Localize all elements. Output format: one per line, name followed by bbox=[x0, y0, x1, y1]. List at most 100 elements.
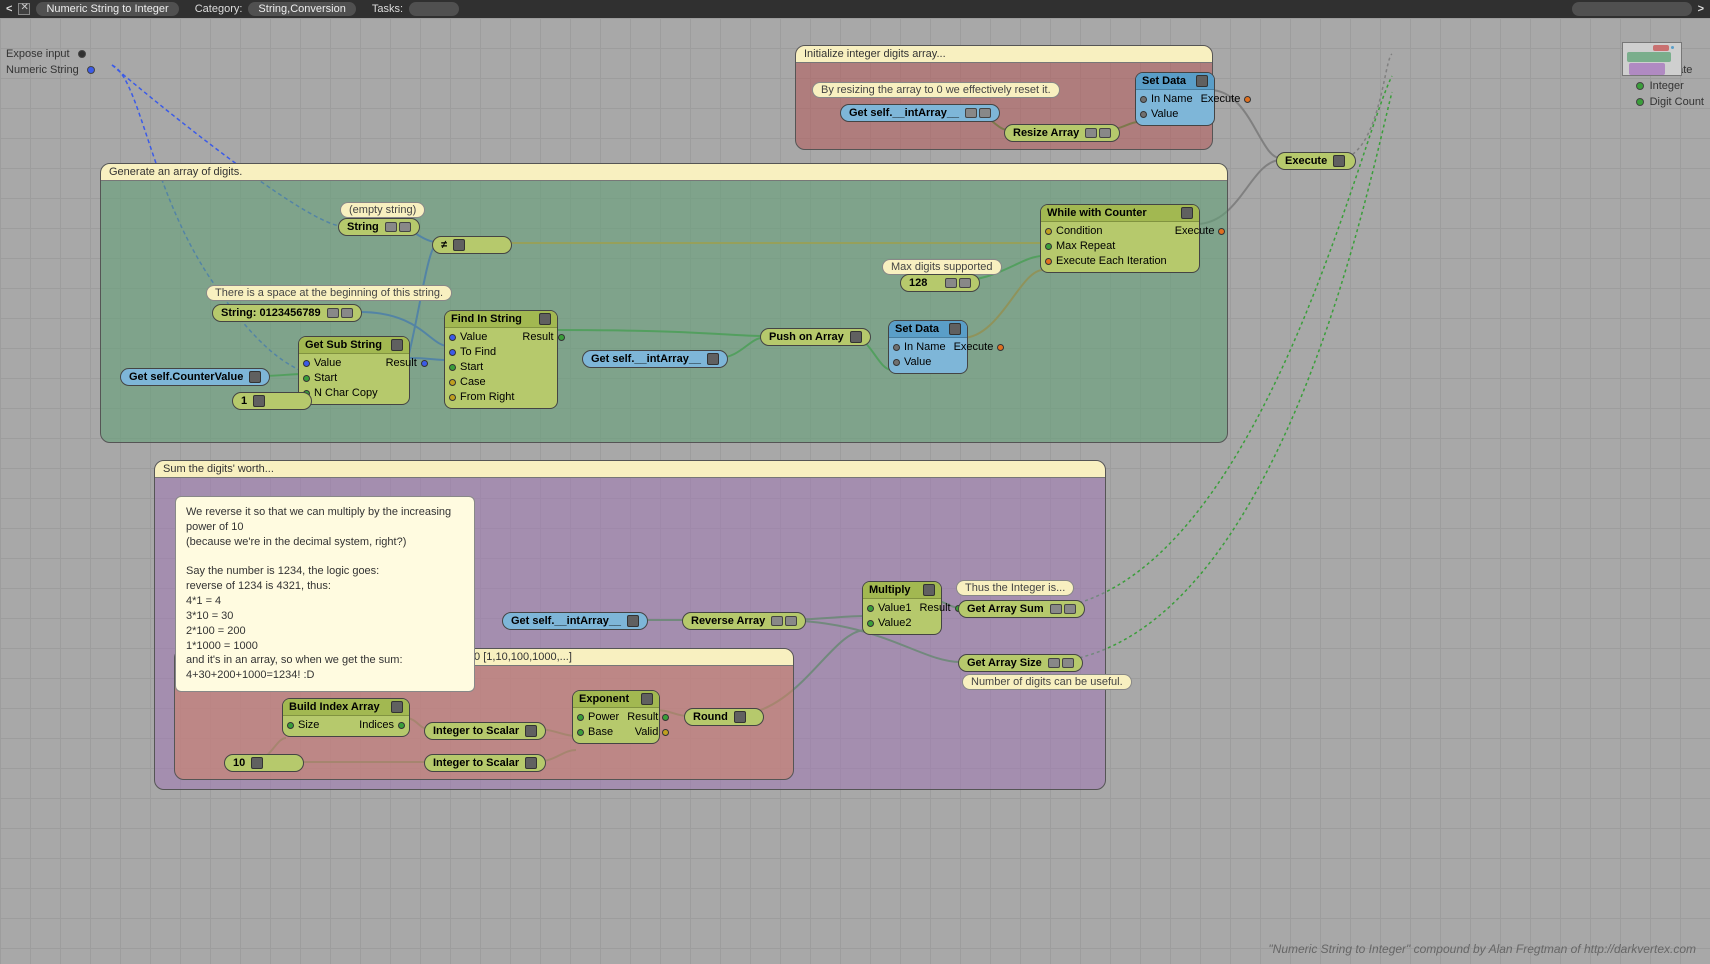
node-icons[interactable] bbox=[327, 308, 353, 318]
node-pushArray[interactable]: Push on Array bbox=[760, 328, 871, 346]
node-getIntArr2[interactable]: Get self.__intArray__ bbox=[582, 350, 728, 368]
port-value2[interactable]: Value2 bbox=[867, 616, 911, 630]
node-findInString[interactable]: Find In StringValueTo FindStartCaseFrom … bbox=[444, 310, 558, 409]
node-icons[interactable] bbox=[771, 616, 797, 626]
node-const1[interactable]: 1 bbox=[232, 392, 312, 410]
node-getArrSize[interactable]: Get Array Size bbox=[958, 654, 1083, 672]
enabled-checkbox[interactable] bbox=[18, 3, 30, 15]
category-value[interactable]: String,Conversion bbox=[248, 2, 355, 16]
node-menu-icon[interactable] bbox=[923, 584, 935, 596]
port-result[interactable]: Result bbox=[386, 356, 428, 370]
node-whileCtr[interactable]: While with CounterConditionMax RepeatExe… bbox=[1040, 204, 1200, 273]
port-in-name[interactable]: In Name bbox=[893, 340, 946, 354]
node-menu-icon[interactable] bbox=[627, 615, 639, 627]
port-result[interactable]: Result bbox=[522, 330, 564, 344]
node-title[interactable]: Get Sub String bbox=[299, 337, 409, 354]
port-execute[interactable]: Execute bbox=[1201, 92, 1252, 106]
node-menu-icon[interactable] bbox=[525, 725, 537, 737]
port-value1[interactable]: Value1 bbox=[867, 601, 911, 615]
node-menu-icon[interactable] bbox=[949, 323, 961, 335]
node-stringEmpty[interactable]: String bbox=[338, 218, 420, 236]
node-title[interactable]: Build Index Array bbox=[283, 699, 409, 716]
node-const10[interactable]: 10 bbox=[224, 754, 304, 772]
port-power[interactable]: Power bbox=[577, 710, 619, 724]
port-execute[interactable]: Execute bbox=[1175, 224, 1226, 238]
search-field[interactable] bbox=[1572, 2, 1692, 16]
node-title[interactable]: Multiply bbox=[863, 582, 941, 599]
node-icons[interactable] bbox=[1085, 128, 1111, 138]
expose-input-port[interactable] bbox=[78, 50, 86, 58]
node-reverseArr[interactable]: Reverse Array bbox=[682, 612, 806, 630]
node-resizeArray[interactable]: Resize Array bbox=[1004, 124, 1120, 142]
node-menu-icon[interactable] bbox=[1181, 207, 1193, 219]
port-valid[interactable]: Valid bbox=[635, 725, 670, 739]
port-base[interactable]: Base bbox=[577, 725, 619, 739]
node-menu-icon[interactable] bbox=[641, 693, 653, 705]
minimap[interactable] bbox=[1622, 42, 1682, 76]
node-title[interactable]: Find In String bbox=[445, 311, 557, 328]
node-title[interactable]: Exponent bbox=[573, 691, 659, 708]
compound-title[interactable]: Numeric String to Integer bbox=[36, 2, 178, 16]
port-case[interactable]: Case bbox=[449, 375, 514, 389]
node-setData2[interactable]: Set DataIn NameValueExecute bbox=[888, 320, 968, 374]
node-menu-icon[interactable] bbox=[1333, 155, 1345, 167]
node-title[interactable]: Set Data bbox=[889, 321, 967, 338]
port-value[interactable]: Value bbox=[303, 356, 378, 370]
node-setData1[interactable]: Set DataIn NameValueExecute bbox=[1135, 72, 1215, 126]
nav-next-icon[interactable]: > bbox=[1698, 3, 1704, 15]
node-icons[interactable] bbox=[385, 222, 411, 232]
node-intToScalar1[interactable]: Integer to Scalar bbox=[424, 722, 546, 740]
node-icons[interactable] bbox=[965, 108, 991, 118]
node-getArrSum[interactable]: Get Array Sum bbox=[958, 600, 1085, 618]
nav-prev-icon[interactable]: < bbox=[6, 3, 12, 15]
node-icons[interactable] bbox=[945, 278, 971, 288]
port-value[interactable]: Value bbox=[449, 330, 514, 344]
node-menu-icon[interactable] bbox=[251, 757, 263, 769]
node-menu-icon[interactable] bbox=[391, 701, 403, 713]
node-title[interactable]: While with Counter bbox=[1041, 205, 1199, 222]
node-menu-icon[interactable] bbox=[539, 313, 551, 325]
port-result[interactable]: Result bbox=[919, 601, 961, 615]
port-execute[interactable]: Execute bbox=[954, 340, 1005, 354]
node-menu-icon[interactable] bbox=[391, 339, 403, 351]
node-exponent[interactable]: ExponentPowerBaseResultValid bbox=[572, 690, 660, 744]
port-from-right[interactable]: From Right bbox=[449, 390, 514, 404]
port-size[interactable]: Size bbox=[287, 718, 319, 732]
node-menu-icon[interactable] bbox=[1196, 75, 1208, 87]
port-execute-each-iteration[interactable]: Execute Each Iteration bbox=[1045, 254, 1167, 268]
port-indices[interactable]: Indices bbox=[359, 718, 405, 732]
canvas[interactable]: Expose input Numeric String Evaluate Int… bbox=[0, 18, 1710, 964]
tasks-value[interactable] bbox=[409, 2, 459, 16]
node-neq[interactable]: ≠ bbox=[432, 236, 512, 254]
node-round[interactable]: Round bbox=[684, 708, 764, 726]
node-execute[interactable]: Execute bbox=[1276, 152, 1356, 170]
port-value[interactable]: Value bbox=[1140, 107, 1193, 121]
node-menu-icon[interactable] bbox=[249, 371, 261, 383]
node-getIntArr3[interactable]: Get self.__intArray__ bbox=[502, 612, 648, 630]
node-icons[interactable] bbox=[1048, 658, 1074, 668]
expose-numericstring-port[interactable] bbox=[87, 66, 95, 74]
node-menu-icon[interactable] bbox=[850, 331, 862, 343]
port-start[interactable]: Start bbox=[303, 371, 378, 385]
expose-digitcount-port[interactable] bbox=[1636, 98, 1644, 106]
node-menu-icon[interactable] bbox=[525, 757, 537, 769]
node-title[interactable]: Set Data bbox=[1136, 73, 1214, 90]
node-menu-icon[interactable] bbox=[453, 239, 465, 251]
port-in-name[interactable]: In Name bbox=[1140, 92, 1193, 106]
node-const128[interactable]: 128 bbox=[900, 274, 980, 292]
port-condition[interactable]: Condition bbox=[1045, 224, 1167, 238]
node-multiply[interactable]: MultiplyValue1Value2Result bbox=[862, 581, 942, 635]
node-icons[interactable] bbox=[1050, 604, 1076, 614]
node-menu-icon[interactable] bbox=[734, 711, 746, 723]
node-getSubString[interactable]: Get Sub StringValueStartN Char CopyResul… bbox=[298, 336, 410, 405]
node-getIntArr1[interactable]: Get self.__intArray__ bbox=[840, 104, 1000, 122]
node-menu-icon[interactable] bbox=[253, 395, 265, 407]
node-intToScalar2[interactable]: Integer to Scalar bbox=[424, 754, 546, 772]
node-menu-icon[interactable] bbox=[707, 353, 719, 365]
node-getCounter[interactable]: Get self.CounterValue bbox=[120, 368, 270, 386]
expose-integer-port[interactable] bbox=[1636, 82, 1644, 90]
port-value[interactable]: Value bbox=[893, 355, 946, 369]
port-to-find[interactable]: To Find bbox=[449, 345, 514, 359]
node-string0to9[interactable]: String: 0123456789 bbox=[212, 304, 362, 322]
port-n-char-copy[interactable]: N Char Copy bbox=[303, 386, 378, 400]
